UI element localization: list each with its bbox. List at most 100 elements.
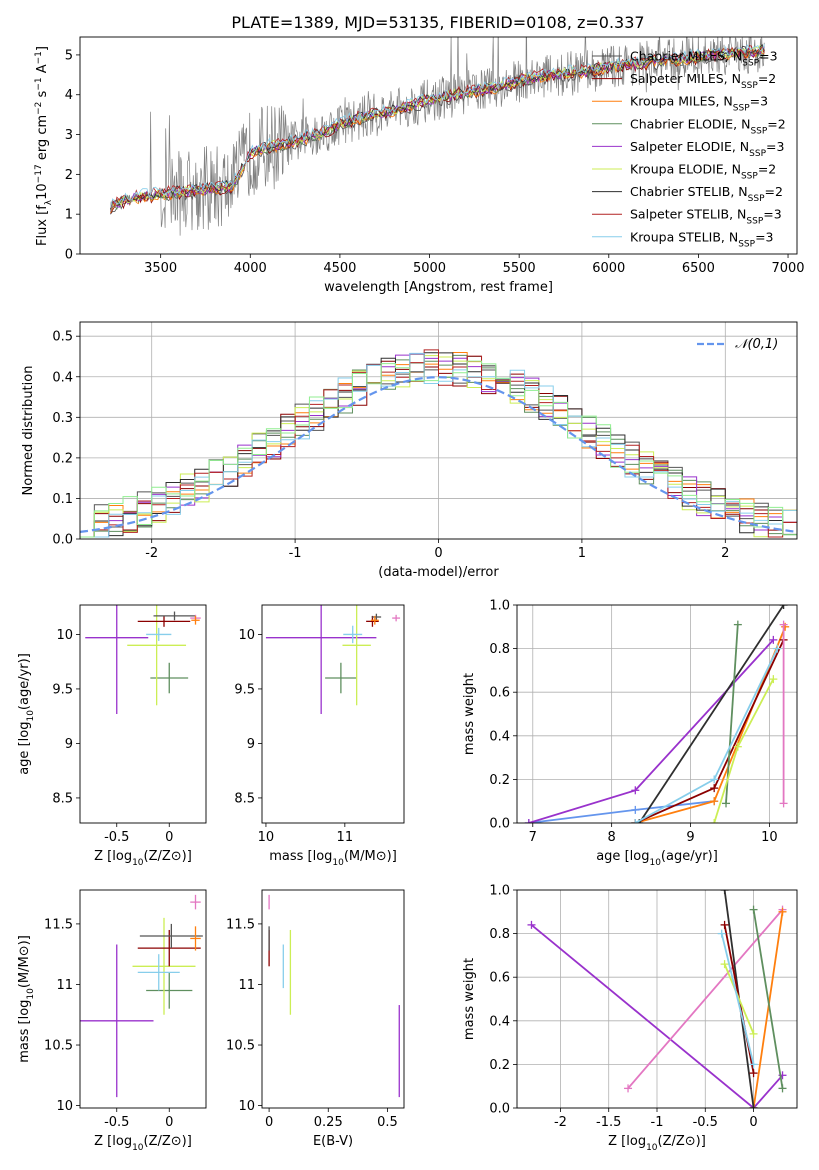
x-tick-label: -0.5 xyxy=(104,830,129,845)
mass_vs_ebv-plot-area xyxy=(268,894,400,1098)
y-tick-label: 1.0 xyxy=(489,884,510,899)
x-tick-label: -0.5 xyxy=(693,1115,718,1130)
x-tick-label: 0 xyxy=(165,830,173,845)
massweight_vs_Z-ylabel: mass weight xyxy=(462,958,477,1040)
y-tick-label: 8.5 xyxy=(234,791,255,806)
y-tick-label: 0.6 xyxy=(489,686,510,701)
y-tick-label: 5 xyxy=(65,48,73,63)
x-tick-label: 0.5 xyxy=(377,1115,398,1130)
y-tick-label: 0.2 xyxy=(489,1058,510,1073)
x-tick-label: 4000 xyxy=(234,261,267,276)
y-tick-label: 9.5 xyxy=(234,682,255,697)
x-tick-label: -0.5 xyxy=(104,1115,129,1130)
massweight_vs_age-ylabel: mass weight xyxy=(462,673,477,755)
x-tick-label: -1 xyxy=(289,546,302,561)
x-tick-label: 2 xyxy=(721,546,729,561)
massweight_vs_Z-panel: -2 -1.5 -1 -0.5 0 0.0 0.2 0.4 0.6 0.8 1.0 Z [log10(… xyxy=(462,884,798,1153)
legend-label: Kroupa MILES, NSSP=3 xyxy=(630,94,768,114)
x-tick-label: 5500 xyxy=(503,261,536,276)
y-tick-label: 0.2 xyxy=(489,773,510,788)
mass-weight-line xyxy=(528,800,715,823)
y-tick-label: 9 xyxy=(247,737,255,752)
figure-title: PLATE=1389, MJD=53135, FIBERID=0108, z=0… xyxy=(231,13,644,32)
y-tick-label: 0.5 xyxy=(52,330,73,345)
mass-weight-line xyxy=(752,909,784,1089)
y-tick-label: 3 xyxy=(65,128,73,143)
y-tick-label: 0.0 xyxy=(489,817,510,832)
axes-frame xyxy=(261,889,405,1109)
mass-weight-line xyxy=(752,911,784,1108)
mass-weight-line xyxy=(723,963,755,1035)
y-tick-label: 0.8 xyxy=(489,927,510,942)
x-tick-label: 5000 xyxy=(413,261,446,276)
massweight_vs_Z-xlabel: Z [log10(Z/Z⊙)] xyxy=(608,1134,706,1153)
x-tick-label: 0 xyxy=(165,1115,173,1130)
x-tick-label: 3500 xyxy=(144,261,177,276)
mass_vs_ebv-xlabel: E(B-V) xyxy=(313,1134,353,1149)
x-tick-label: -1.5 xyxy=(596,1115,621,1130)
x-tick-label: 1 xyxy=(578,546,586,561)
y-tick-label: 1.0 xyxy=(489,599,510,614)
legend-label: Salpeter MILES, NSSP=2 xyxy=(630,71,776,91)
y-tick-label: 0.4 xyxy=(489,1014,510,1029)
age_vs_Z-plot-area xyxy=(85,605,201,714)
spectrum-xlabel: wavelength [Angstrom, rest frame] xyxy=(324,280,553,295)
age_vs_Z-ylabel: age [log10(age/yr)] xyxy=(17,653,36,775)
axes-frame xyxy=(261,604,405,824)
x-tick-label: 6500 xyxy=(682,261,715,276)
mass_vs_Z-panel: -0.5 0 10 10.5 11 11.5 Z [log10(Z/Z⊙)] mass [lo… xyxy=(17,889,207,1153)
model-spectrum xyxy=(110,44,765,208)
x-tick-label: 4500 xyxy=(323,261,356,276)
axes-frame xyxy=(79,36,798,255)
y-tick-label: 4 xyxy=(65,88,73,103)
y-tick-label: 0.0 xyxy=(52,533,73,548)
y-tick-label: 10 xyxy=(56,1099,73,1114)
axes-frame xyxy=(516,604,798,824)
y-tick-label: 0.0 xyxy=(489,1102,510,1117)
residuals-xlabel: (data-model)/error xyxy=(378,565,499,580)
mass_vs_ebv-panel: 0 0.25 0.5 10 10.5 11 11.5 E(B-V) xyxy=(226,889,405,1149)
massweight_vs_age-xlabel: age [log10(age/yr)] xyxy=(596,849,718,868)
x-tick-label: 9 xyxy=(686,830,694,845)
legend-label: Kroupa STELIB, NSSP=3 xyxy=(630,229,774,249)
axes-frame xyxy=(79,889,207,1109)
y-tick-label: 10 xyxy=(238,628,255,643)
x-tick-label: 0 xyxy=(434,546,442,561)
y-tick-label: 11.5 xyxy=(44,917,73,932)
legend-label: Chabrier STELIB, NSSP=2 xyxy=(630,184,783,204)
x-tick-label: 0 xyxy=(749,1115,757,1130)
y-tick-label: 0.4 xyxy=(489,729,510,744)
residuals-ylabel: Normed distribution xyxy=(21,366,36,496)
massweight_vs_age-panel: 7 8 9 10 0.0 0.2 0.4 0.6 0.8 1.0 age [log10(age/yr… xyxy=(462,599,798,868)
y-tick-label: 0.1 xyxy=(52,492,73,507)
x-tick-label: 0 xyxy=(265,1115,273,1130)
y-tick-label: 0.3 xyxy=(52,411,73,426)
y-tick-label: 9 xyxy=(65,737,73,752)
residuals-plot-area xyxy=(80,349,797,539)
spectrum-plot-area xyxy=(110,37,765,236)
mass-weight-line xyxy=(638,605,785,823)
y-tick-label: 2 xyxy=(65,168,73,183)
mass-weight-line xyxy=(627,909,784,1089)
y-tick-label: 0 xyxy=(65,248,73,263)
x-tick-label: 6000 xyxy=(592,261,625,276)
residuals-panel: -2 -1 0 1 2 0.0 0.1 0.2 0.3 0.4 0.5 (data-model)/er… xyxy=(21,321,798,580)
x-tick-label: 0.25 xyxy=(314,1115,343,1130)
y-tick-label: 10 xyxy=(238,1099,255,1114)
age_vs_Z-xlabel: Z [log10(Z/Z⊙)] xyxy=(94,849,192,868)
spectrum-panel: 3500 4000 4500 5000 5500 6000 6500 7000 0 1 2 3 4 5 wa… xyxy=(34,36,805,295)
x-tick-label: 7000 xyxy=(771,261,804,276)
axes-frame xyxy=(79,321,798,540)
age_vs_Z-panel: -0.5 0 8.5 9 9.5 10 Z [log10(Z/Z⊙)] age [log10(… xyxy=(17,604,207,868)
y-tick-label: 11 xyxy=(238,978,255,993)
y-tick-label: 0.6 xyxy=(489,971,510,986)
legend-label: Kroupa ELODIE, NSSP=2 xyxy=(630,162,776,182)
age_vs_mass-plot-area xyxy=(265,605,401,714)
x-tick-label: 10 xyxy=(761,830,778,845)
histogram-step xyxy=(80,360,797,539)
y-tick-label: 11 xyxy=(56,978,73,993)
x-tick-label: 11 xyxy=(337,830,354,845)
x-tick-label: -1 xyxy=(651,1115,664,1130)
x-tick-label: 10 xyxy=(258,830,275,845)
